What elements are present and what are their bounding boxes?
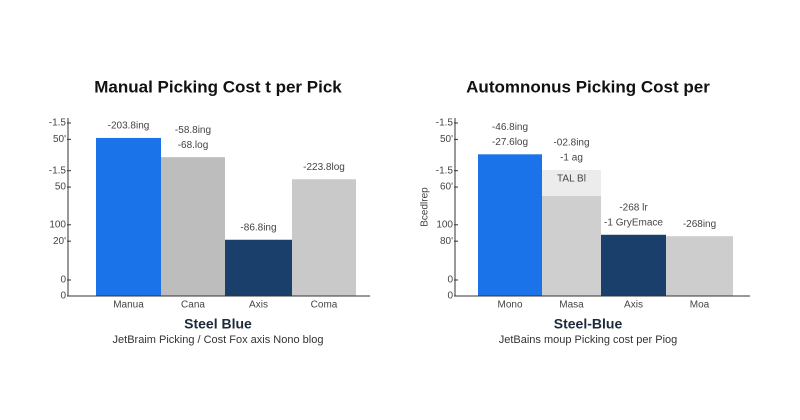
x-tick-label: Axis: [249, 300, 268, 311]
bar-label: -268 lr: [619, 202, 648, 213]
chart: Automnonus Picking Cost per Steel-Blue Jet…: [420, 77, 750, 346]
bar-label: -46.8ing: [492, 122, 528, 133]
bar-label: -268ing: [683, 219, 716, 230]
bar: [601, 234, 666, 296]
x-tick-label: Coma: [311, 300, 338, 311]
y-tick-label: 0: [60, 275, 66, 286]
x-tick-label: Masa: [559, 300, 584, 311]
bar-label: -27.6log: [492, 137, 528, 148]
subtitle: Steel Blue: [184, 316, 252, 332]
y-axis-label: Bcedlrep: [420, 187, 431, 227]
inner-label: TAL Bl: [557, 174, 586, 185]
y-tick-label: 60': [440, 182, 453, 193]
x-tick-label: Mono: [497, 300, 522, 311]
subtitle: Steel-Blue: [554, 316, 623, 332]
bar-label: -86.8ing: [240, 222, 276, 233]
y-tick-label: 100: [49, 219, 66, 230]
bar-label: -58.8ing: [175, 125, 211, 136]
bar-highlight: [542, 169, 601, 196]
y-tick-label: 100: [436, 219, 453, 230]
y-tick-label: -1.5: [49, 118, 67, 129]
bar: [161, 157, 225, 296]
y-tick-label: 20': [53, 236, 66, 247]
caption: JetBains moup Picking cost per Piog: [499, 334, 678, 346]
y-tick-label: 50': [440, 134, 453, 145]
y-tick-label: 80': [440, 236, 453, 247]
bar: [666, 236, 733, 296]
bar-label: -68.log: [178, 140, 209, 151]
caption: JetBraim Picking / Cost Fox axis Nono bl…: [113, 334, 324, 346]
y-tick-label: 0: [447, 291, 453, 302]
y-tick-label: 0: [447, 275, 453, 286]
y-tick-label: 50: [55, 182, 67, 193]
bar: [292, 179, 356, 296]
x-tick-label: Manua: [113, 300, 144, 311]
x-tick-label: Axis: [624, 300, 643, 311]
bar-label: -223.8log: [303, 162, 345, 173]
y-tick-label: -1.5: [436, 118, 454, 129]
bar: [225, 239, 292, 296]
y-tick-label: -1.5: [49, 165, 67, 176]
y-tick-label: 50': [53, 134, 66, 145]
y-tick-label: -1.5: [436, 165, 454, 176]
chart-title: Manual Picking Cost t per Pick: [94, 77, 342, 96]
bar-label: -02.8ing: [553, 138, 589, 149]
bar-label: -1 ag: [560, 153, 583, 164]
chart: Manual Picking Cost t per Pick Steel Blue…: [49, 77, 370, 346]
bar: [96, 137, 161, 296]
bar-label: -1 GryEmace: [604, 217, 663, 228]
bar: [478, 154, 542, 296]
chart-title: Automnonus Picking Cost per: [466, 77, 710, 96]
y-tick-label: 0: [60, 291, 66, 302]
x-tick-label: Moa: [690, 300, 710, 311]
x-tick-label: Cana: [181, 300, 205, 311]
bar-label: -203.8ing: [108, 121, 150, 132]
